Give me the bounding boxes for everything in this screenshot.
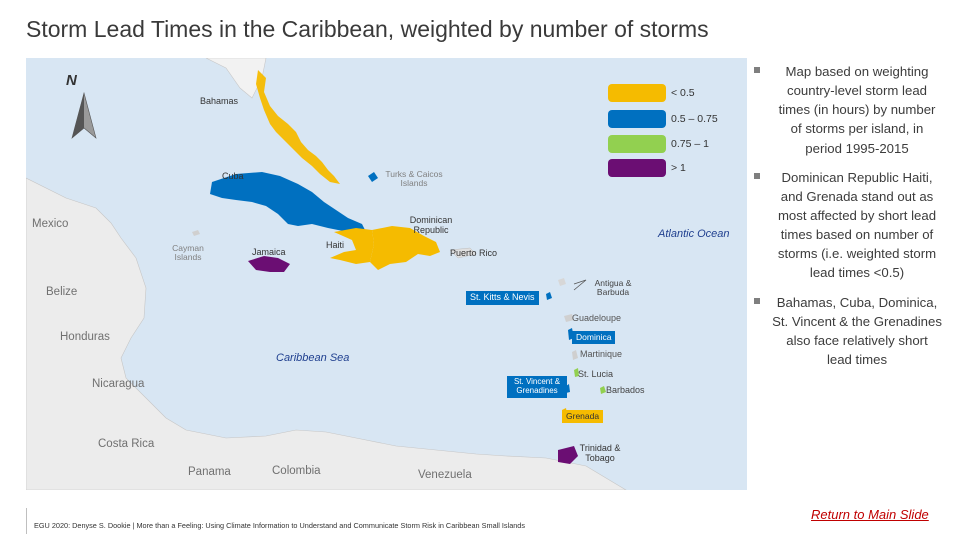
label-panama: Panama (188, 466, 231, 478)
label-haiti: Haiti (326, 240, 345, 250)
antigua-shape (558, 278, 566, 286)
bullet-item: Dominican Republic Haiti, and Grenada st… (752, 168, 942, 283)
label-puerto-rico: Puerto Rico (450, 248, 498, 258)
footer-citation: EGU 2020: Denyse S. Dookie | More than a… (34, 521, 526, 530)
bullet-marker-icon (754, 67, 760, 73)
st-vincent-shape (566, 384, 570, 393)
label-venezuela: Venezuela (418, 469, 472, 481)
footer-divider (26, 508, 27, 534)
label-caribbean-sea: Caribbean Sea (276, 352, 350, 364)
label-atlantic-ocean: Atlantic Ocean (658, 228, 730, 240)
dominican-republic-shape (370, 226, 440, 270)
barbados-shape (600, 386, 606, 394)
label-costa-rica: Costa Rica (98, 438, 155, 450)
jamaica-shape (248, 256, 290, 272)
trinidad-shape (558, 446, 578, 464)
st-lucia-shape (574, 368, 579, 377)
label-cuba: Cuba (222, 171, 244, 181)
cuba-shape (210, 172, 366, 232)
slide-title: Storm Lead Times in the Caribbean, weigh… (26, 16, 709, 42)
st-kitts-shape (546, 292, 552, 300)
bullet-text: Map based on weighting country-level sto… (778, 64, 936, 156)
label-st-lucia: St. Lucia (578, 369, 614, 379)
return-to-main-link[interactable]: Return to Main Slide (811, 507, 929, 522)
bullet-marker-icon (754, 297, 760, 304)
antigua-pointer (573, 279, 587, 291)
legend-label-lt-0-5: < 0.5 (671, 87, 695, 99)
label-dominica: Dominica (572, 331, 616, 345)
legend-label-0-75-1: 0.75 – 1 (671, 138, 709, 150)
bullet-item: Bahamas, Cuba, Dominica, St. Vincent & t… (752, 293, 942, 370)
label-martinique: Martinique (580, 349, 623, 359)
florida-land (205, 58, 267, 99)
label-turks-caicos: Turks & Caicos Islands (385, 169, 443, 189)
label-belize: Belize (46, 286, 78, 298)
label-trinidad: Trinidad & Tobago (579, 443, 621, 463)
legend-swatch-lt-0-5 (608, 84, 666, 102)
puerto-rico-shape (449, 247, 477, 259)
legend-swatch-gt-1 (608, 159, 666, 177)
north-label: N (66, 72, 77, 89)
label-dominican-republic: Dominican Republic (409, 215, 453, 235)
haiti-shape (330, 228, 374, 264)
map-shapes (26, 58, 627, 490)
cayman-shape (192, 230, 200, 236)
bahamas-shape (256, 70, 340, 184)
label-antigua: Antigua & Barbuda (594, 278, 632, 298)
label-bahamas: Bahamas (200, 96, 239, 106)
label-mexico: Mexico (32, 218, 69, 230)
bullet-text: Dominican Republic Haiti, and Grenada st… (777, 169, 937, 281)
bullet-text: Bahamas, Cuba, Dominica, St. Vincent & t… (772, 294, 942, 367)
legend-label-gt-1: > 1 (671, 162, 686, 174)
label-honduras: Honduras (60, 331, 110, 343)
label-st-kitts: St. Kitts & Nevis (466, 291, 539, 305)
turks-caicos-shape (368, 172, 378, 182)
label-barbados: Barbados (606, 385, 645, 395)
label-grenada: Grenada (562, 410, 604, 424)
label-jamaica: Jamaica (252, 247, 286, 257)
bullet-list: Map based on weighting country-level sto… (752, 62, 942, 379)
bullet-item: Map based on weighting country-level sto… (752, 62, 942, 158)
legend-swatch-0-75-1 (608, 135, 666, 153)
legend-label-0-5-0-75: 0.5 – 0.75 (671, 113, 718, 125)
martinique-shape (572, 350, 578, 360)
caribbean-map: N < 0.5 0.5 – 0.75 0.75 – 1 > 1 Bahamas … (26, 58, 747, 490)
guadeloupe-shape (564, 314, 574, 322)
label-st-vincent: St. Vincent & Grenadines (507, 376, 567, 398)
bullet-marker-icon (754, 172, 760, 179)
label-colombia: Colombia (272, 465, 321, 477)
label-cayman: Cayman Islands (172, 243, 204, 263)
legend-swatch-0-5-0-75 (608, 110, 666, 128)
label-guadeloupe: Guadeloupe (572, 313, 622, 323)
label-nicaragua: Nicaragua (92, 378, 145, 390)
